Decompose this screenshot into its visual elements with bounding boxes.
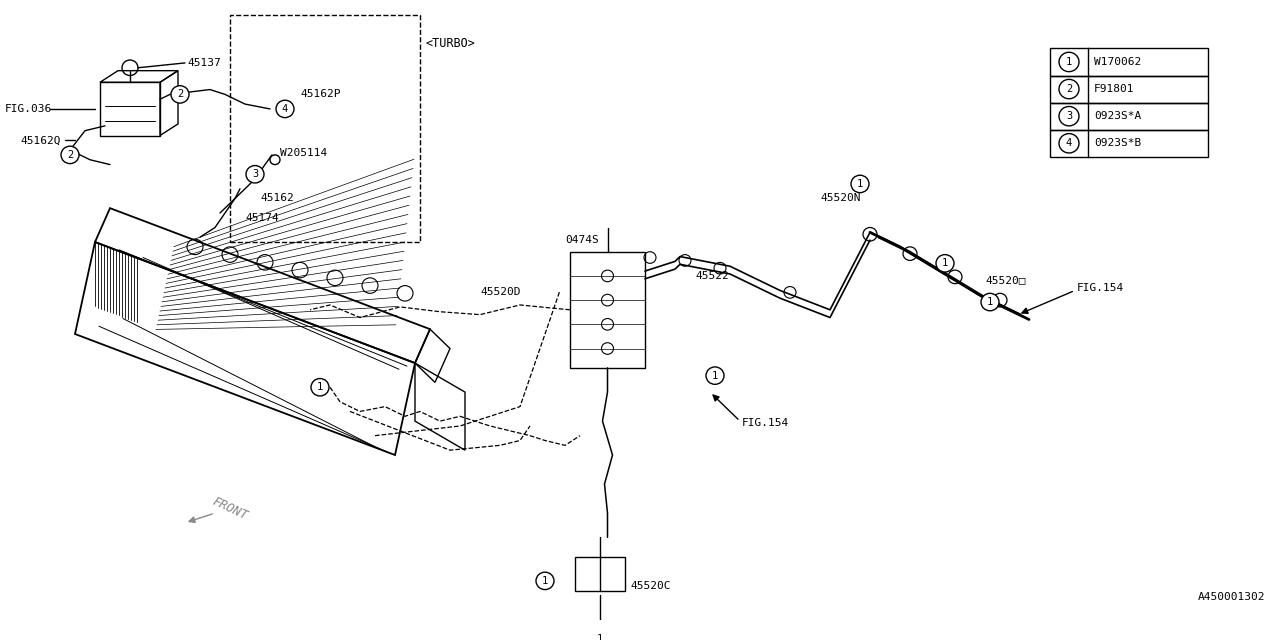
Text: FIG.154: FIG.154: [1076, 282, 1124, 292]
Text: A450001302: A450001302: [1198, 592, 1265, 602]
Circle shape: [536, 572, 554, 589]
Text: 0474S: 0474S: [564, 235, 599, 245]
Bar: [230, 15, 420, 242]
Bar: [570, 252, 645, 368]
Text: 3: 3: [252, 169, 259, 179]
Text: 45137: 45137: [187, 58, 220, 68]
Bar: [1050, 102, 1208, 130]
Text: FIG.154: FIG.154: [742, 418, 790, 428]
Bar: [575, 557, 625, 591]
Text: FIG.036: FIG.036: [5, 104, 52, 114]
Circle shape: [707, 367, 724, 385]
Text: W205114: W205114: [280, 148, 328, 158]
Text: 4: 4: [1066, 138, 1073, 148]
Text: 45522: 45522: [695, 271, 728, 281]
Text: 2: 2: [67, 150, 73, 160]
Bar: [1050, 49, 1208, 76]
Text: 45520C: 45520C: [630, 580, 671, 591]
Circle shape: [591, 630, 609, 640]
Text: 1: 1: [987, 297, 993, 307]
Circle shape: [172, 86, 189, 103]
Text: 45520D: 45520D: [480, 287, 521, 298]
Text: 1: 1: [942, 259, 948, 268]
Circle shape: [246, 166, 264, 183]
Circle shape: [1059, 134, 1079, 153]
Text: 0923S*A: 0923S*A: [1094, 111, 1142, 121]
Circle shape: [851, 175, 869, 193]
Text: 1: 1: [1066, 57, 1073, 67]
Text: FRONT: FRONT: [210, 495, 250, 522]
Text: 1: 1: [541, 576, 548, 586]
Circle shape: [311, 378, 329, 396]
Circle shape: [1059, 79, 1079, 99]
Circle shape: [276, 100, 294, 118]
Text: 1: 1: [712, 371, 718, 381]
Circle shape: [1059, 52, 1079, 72]
Text: 1: 1: [596, 634, 603, 640]
Text: 4: 4: [282, 104, 288, 114]
Text: 1: 1: [856, 179, 863, 189]
Circle shape: [270, 155, 280, 164]
Text: 45174: 45174: [244, 213, 279, 223]
Text: 45162P: 45162P: [300, 90, 340, 99]
Text: 2: 2: [177, 90, 183, 99]
Text: <TURBO>: <TURBO>: [425, 37, 475, 50]
Text: 45520N: 45520N: [820, 193, 860, 204]
Text: 45162Q: 45162Q: [20, 136, 60, 145]
Circle shape: [1059, 106, 1079, 126]
Text: 0923S*B: 0923S*B: [1094, 138, 1142, 148]
Text: 45520□: 45520□: [986, 276, 1025, 285]
Text: W170062: W170062: [1094, 57, 1142, 67]
Text: 2: 2: [1066, 84, 1073, 94]
Text: 3: 3: [1066, 111, 1073, 121]
Circle shape: [936, 255, 954, 272]
Bar: [1050, 130, 1208, 157]
Text: 1: 1: [317, 382, 323, 392]
Text: 45162: 45162: [260, 193, 293, 204]
Text: F91801: F91801: [1094, 84, 1134, 94]
Circle shape: [980, 293, 998, 311]
Bar: [1050, 76, 1208, 102]
Circle shape: [61, 146, 79, 164]
